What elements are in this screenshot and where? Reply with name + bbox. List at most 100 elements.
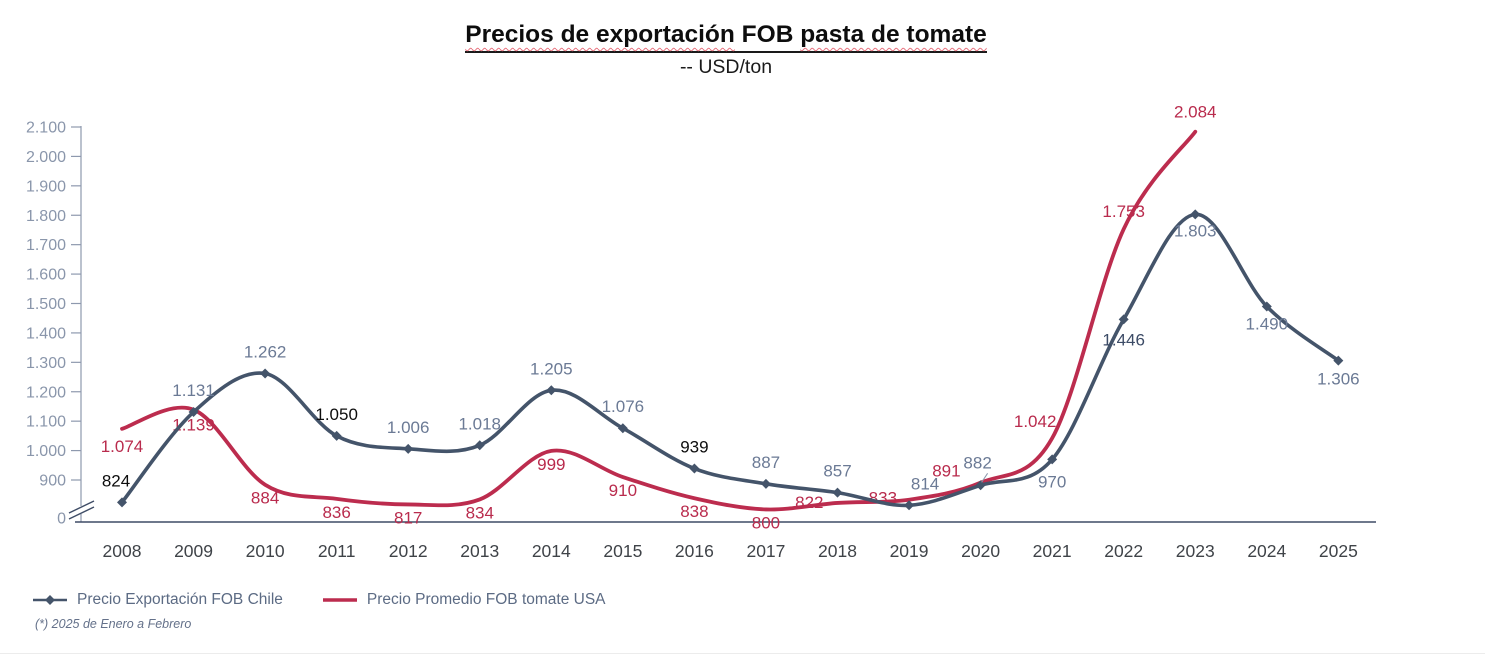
axis-break-icon [68, 506, 95, 520]
x-axis-tick-label: 2024 [1247, 541, 1286, 561]
chile-point-marker [1333, 355, 1344, 366]
chart-legend: Precio Exportación FOB Chile Precio Prom… [33, 591, 606, 609]
x-axis-tick-label: 2015 [603, 541, 642, 561]
legend-item-usa: Precio Promedio FOB tomate USA [322, 591, 606, 609]
chile-point-marker [904, 500, 915, 511]
x-axis-tick-label: 2025 [1319, 541, 1358, 561]
usa-data-label: 817 [394, 508, 422, 527]
chile-point-marker [832, 487, 843, 498]
y-axis-tick-label: 1.500 [26, 296, 66, 313]
y-axis-tick-label: 1.000 [26, 443, 66, 460]
title-segment-3: pasta de tomate [800, 21, 987, 48]
usa-data-label: 838 [680, 502, 708, 521]
usa-data-label: 910 [609, 481, 637, 500]
usa-data-label: 891 [932, 462, 960, 481]
y-axis-tick-label: 1.400 [26, 325, 66, 342]
legend-label-usa: Precio Promedio FOB tomate USA [366, 591, 606, 608]
chile-point-marker [617, 423, 628, 434]
x-axis-tick-label: 2012 [389, 541, 428, 561]
chile-data-label: 1.018 [458, 414, 501, 433]
usa-data-label: 884 [251, 489, 279, 508]
x-axis-tick-label: 2011 [318, 541, 356, 561]
usa-data-label: 822 [795, 493, 823, 512]
usa-data-label: 999 [537, 455, 565, 474]
chile-data-label: 1.306 [1317, 370, 1360, 389]
x-axis-tick-label: 2017 [746, 541, 785, 561]
chile-data-label: 1.490 [1246, 314, 1289, 333]
x-axis-tick-label: 2023 [1176, 541, 1215, 561]
y-axis-tick-label: 900 [39, 473, 66, 490]
chile-point-marker [474, 440, 485, 451]
chile-data-label: 887 [752, 453, 780, 472]
axis-break-icon [68, 500, 95, 514]
x-axis-tick-label: 2010 [246, 541, 285, 561]
leader-line [981, 473, 989, 483]
usa-data-label: 834 [466, 503, 494, 522]
chile-point-marker [331, 430, 342, 441]
y-axis-tick-label: 2.000 [26, 149, 66, 166]
usa-data-label: 1.074 [101, 437, 144, 456]
chile-data-label: 1.006 [387, 418, 430, 437]
chile-point-marker [403, 443, 414, 454]
usa-data-label: 836 [322, 503, 350, 522]
chile-point-marker [1261, 301, 1272, 312]
chile-point-marker [188, 407, 199, 418]
legend-marker-chile-line-diamond-icon [33, 595, 67, 605]
chile-point-marker [760, 478, 771, 489]
legend-label-chile: Precio Exportación FOB Chile [77, 591, 283, 608]
chile-data-label: 824 [102, 471, 130, 490]
chile-series-line [120, 212, 1341, 508]
chile-data-label: 814 [911, 474, 939, 493]
usa-series-line [120, 129, 1198, 512]
chile-point-marker [260, 368, 271, 379]
chile-point-marker [1047, 454, 1058, 465]
usa-data-label: 800 [752, 513, 780, 532]
x-axis-tick-label: 2020 [961, 541, 1000, 561]
y-axis-tick-label: 1.800 [26, 208, 66, 225]
chile-point-marker [546, 385, 557, 396]
title-segment-2: FOB [734, 21, 801, 48]
y-axis-tick-label: 1.700 [26, 237, 66, 254]
x-axis-tick-label: 2016 [675, 541, 714, 561]
title-segment-1: Precios de exportación [465, 21, 735, 48]
y-axis-tick-label: 1.200 [26, 384, 66, 401]
chart-title: Precios de exportación FOB pasta de toma… [465, 20, 987, 53]
chile-data-label: 1.131 [172, 381, 215, 400]
usa-data-label: 1.042 [1014, 412, 1057, 431]
chile-data-label: 1.446 [1102, 330, 1145, 349]
chile-point-marker [1190, 209, 1201, 220]
y-axis-tick-label: 0 [57, 511, 66, 528]
y-axis-tick-label: 1.300 [26, 355, 66, 372]
x-axis-tick-label: 2013 [460, 541, 499, 561]
x-axis-tick-label: 2021 [1033, 541, 1072, 561]
legend-item-chile: Precio Exportación FOB Chile [33, 591, 283, 609]
x-axis-tick-label: 2014 [532, 541, 571, 561]
x-axis-tick-label: 2019 [890, 541, 929, 561]
chile-data-label: 1.050 [315, 405, 358, 424]
y-axis-tick-label: 1.100 [26, 414, 66, 431]
chile-data-label: 882 [963, 453, 991, 472]
chile-data-label: 939 [680, 438, 708, 457]
x-axis-tick-label: 2009 [174, 541, 213, 561]
chile-point-marker [117, 497, 127, 508]
chile-data-label: 1.262 [244, 343, 287, 362]
chile-data-label: 970 [1038, 472, 1066, 491]
chile-data-label: 1.076 [602, 397, 645, 416]
legend-marker-usa-line-icon [322, 598, 357, 602]
chile-point-marker [689, 463, 700, 474]
chile-point-marker [975, 480, 986, 491]
footnote: (*) 2025 de Enero a Febrero [35, 617, 192, 631]
x-axis-tick-label: 2018 [818, 541, 857, 561]
x-axis-tick-label: 2008 [103, 541, 142, 561]
chile-point-marker [1118, 314, 1129, 325]
chart-subtitle: -- USD/ton [679, 55, 773, 78]
x-axis-tick-label: 2022 [1104, 541, 1143, 561]
chile-data-label: 1.803 [1174, 221, 1217, 240]
chart-header: Precios de exportación FOB pasta de toma… [0, 20, 1452, 79]
y-axis-tick-label: 1.900 [26, 178, 66, 195]
chile-data-label: 1.205 [530, 359, 573, 378]
usa-data-label: 2.084 [1174, 103, 1217, 122]
y-axis-tick-label: 1.600 [26, 267, 66, 284]
